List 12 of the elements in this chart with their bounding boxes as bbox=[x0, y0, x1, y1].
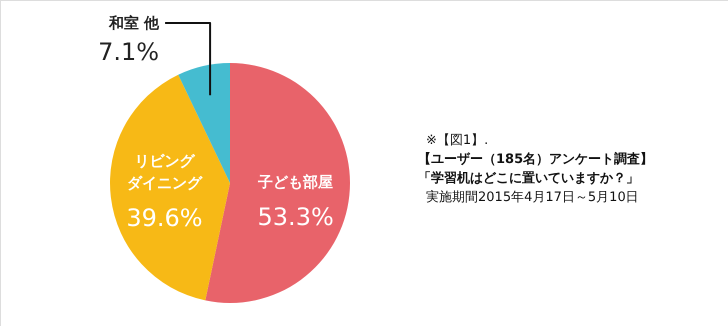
text: 「学習机はどこに置いていますか？」 bbox=[418, 171, 639, 186]
text: 実施期間2015年4月17日～5月10日 bbox=[426, 189, 639, 205]
text: ※【図1】. bbox=[426, 133, 488, 148]
pie-slice bbox=[110, 74, 230, 300]
slice-label: リビングダイニング bbox=[126, 152, 203, 192]
data-label: 53.3% bbox=[258, 202, 334, 231]
slice-label: 和室 他 bbox=[108, 14, 160, 32]
data-label: 39.6% bbox=[126, 204, 203, 232]
data-label: 7.1% bbox=[98, 38, 160, 66]
pie-slice bbox=[205, 63, 350, 303]
text: 【ユーザー（185名）アンケート調査】 bbox=[418, 151, 654, 167]
slice-label: 子ども部屋 bbox=[257, 172, 334, 191]
